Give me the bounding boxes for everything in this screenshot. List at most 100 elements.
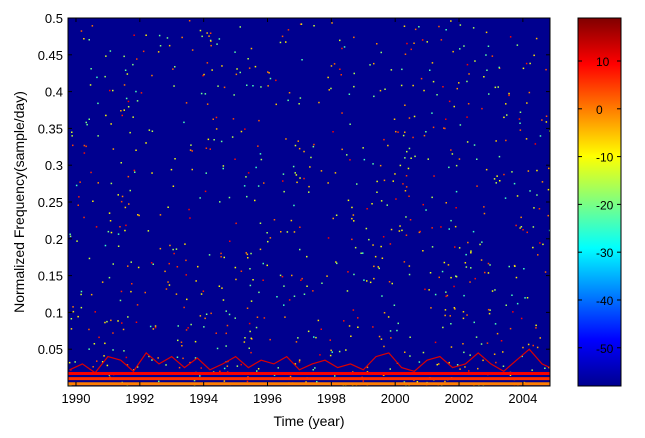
speckle-point [354, 246, 357, 249]
speckle-point [117, 245, 120, 247]
speckle-point [373, 62, 375, 65]
speckle-point [273, 374, 276, 376]
speckle-point [266, 264, 268, 267]
speckle-point [281, 275, 284, 278]
colorbar-tick-label: -30 [596, 246, 614, 260]
speckle-point [204, 190, 207, 193]
speckle-point [334, 375, 336, 377]
speckle-point [210, 44, 212, 47]
speckle-point [514, 265, 516, 267]
speckle-point [356, 183, 358, 185]
speckle-point [327, 76, 329, 79]
speckle-point [250, 47, 253, 50]
speckle-point [210, 312, 212, 315]
speckle-point [421, 39, 424, 41]
speckle-point [107, 230, 110, 233]
x-tick-label: 2002 [445, 391, 474, 406]
speckle-point [362, 380, 364, 382]
speckle-point [425, 209, 427, 211]
speckle-point [368, 238, 370, 241]
speckle-point [335, 261, 337, 263]
speckle-point [414, 155, 416, 158]
speckle-point [488, 312, 491, 315]
speckle-point [245, 252, 247, 254]
speckle-point [88, 257, 91, 260]
speckle-point [268, 72, 270, 74]
y-tick-label: 0.5 [45, 11, 63, 26]
speckle-point [69, 235, 72, 238]
speckle-point [473, 144, 476, 146]
x-tick-label: 1990 [62, 391, 91, 406]
speckle-point [398, 230, 401, 232]
speckle-point [159, 214, 162, 216]
speckle-point [239, 71, 241, 74]
speckle-point [234, 266, 237, 269]
speckle-point [399, 164, 402, 167]
speckle-point [269, 338, 271, 341]
speckle-point [516, 44, 519, 46]
speckle-point [423, 89, 425, 92]
speckle-point [223, 86, 226, 89]
speckle-point [88, 39, 90, 41]
speckle-point [377, 266, 379, 268]
speckle-point [286, 231, 289, 233]
speckle-point [234, 317, 236, 319]
speckle-point [386, 204, 388, 206]
speckle-point [434, 293, 437, 296]
speckle-point [222, 299, 225, 301]
speckle-point [429, 272, 432, 274]
speckle-point [450, 346, 453, 348]
speckle-point [291, 274, 293, 277]
speckle-point [97, 102, 99, 105]
speckle-point [448, 361, 450, 364]
speckle-point [465, 266, 468, 268]
speckle-point [298, 359, 301, 361]
speckle-point [408, 117, 411, 119]
speckle-point [215, 332, 217, 334]
speckle-point [352, 214, 355, 216]
speckle-point [109, 50, 112, 52]
speckle-point [137, 214, 139, 216]
speckle-point [151, 74, 153, 77]
speckle-point [458, 158, 461, 160]
speckle-point [438, 363, 440, 365]
speckle-point [257, 145, 259, 147]
speckle-point [481, 107, 483, 110]
speckle-point [494, 289, 496, 291]
speckle-point [537, 254, 539, 256]
speckle-point [346, 290, 349, 292]
speckle-point [299, 248, 301, 251]
ridge-trace [69, 348, 550, 374]
speckle-point [220, 252, 222, 255]
speckle-point [299, 97, 302, 99]
speckle-point [184, 243, 186, 245]
speckle-point [408, 195, 410, 197]
speckle-point [247, 376, 249, 378]
speckle-point [505, 103, 507, 105]
speckle-point [508, 92, 510, 95]
speckle-point [126, 364, 129, 366]
speckle-point [406, 42, 408, 45]
speckle-point [138, 214, 140, 217]
speckle-point [76, 240, 78, 242]
speckle-point [266, 232, 268, 234]
speckle-point [74, 361, 76, 363]
speckle-point [445, 29, 447, 31]
speckle-point [404, 104, 406, 106]
speckle-point [493, 353, 496, 355]
speckle-point [117, 233, 120, 235]
speckle-point [173, 85, 175, 87]
speckle-point [339, 68, 341, 70]
speckle-point [72, 144, 74, 147]
speckle-point [319, 354, 321, 356]
x-tick-label: 1996 [253, 391, 282, 406]
speckle-point [445, 295, 447, 298]
speckle-point [320, 170, 323, 172]
speckle-point [106, 320, 108, 323]
speckle-point [431, 246, 434, 248]
speckle-point [189, 149, 192, 151]
speckle-point [215, 128, 218, 130]
speckle-point [453, 105, 455, 108]
speckle-point [110, 231, 113, 234]
speckle-point [426, 41, 428, 43]
